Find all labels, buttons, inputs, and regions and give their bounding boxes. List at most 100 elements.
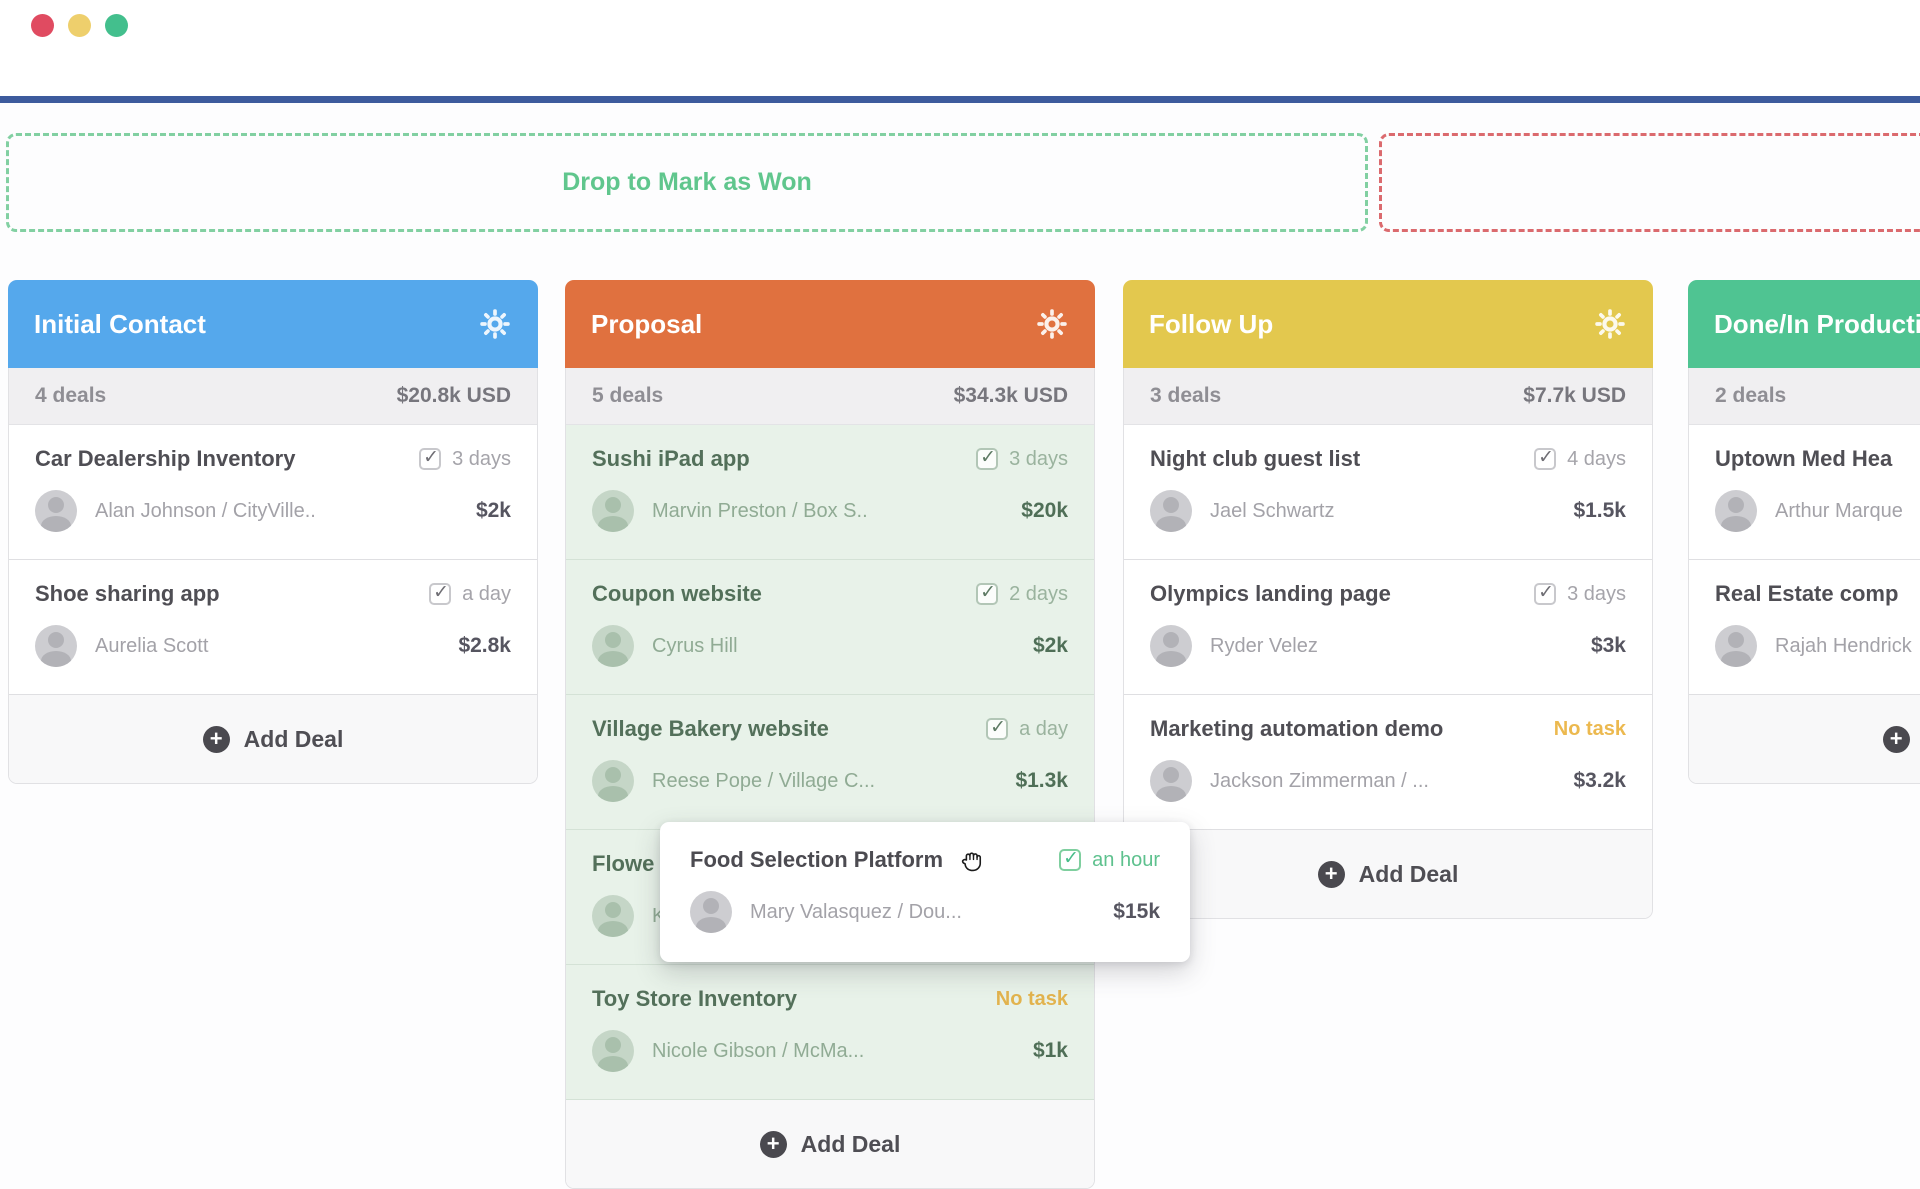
task-checkbox-icon[interactable] bbox=[976, 581, 999, 605]
pipeline-column-proposal: Proposal 5 deals $34.3k USD Sushi iPad a… bbox=[565, 280, 1095, 1189]
deal-title: Olympics landing page bbox=[1150, 581, 1391, 606]
deal-value: $1.5k bbox=[1573, 499, 1626, 522]
deal-card[interactable]: Olympics landing page 3 days Ryder Velez… bbox=[1124, 560, 1652, 695]
zoom-window-button[interactable] bbox=[105, 14, 128, 37]
avatar bbox=[1715, 490, 1757, 532]
avatar bbox=[35, 490, 77, 532]
add-deal-button[interactable]: + Add Deal bbox=[9, 695, 537, 783]
deal-title: Night club guest list bbox=[1150, 446, 1361, 471]
deal-card[interactable]: Village Bakery website a day Reese Pope … bbox=[566, 695, 1094, 830]
deal-person: Ryder Velez bbox=[1210, 634, 1318, 657]
deal-value: $15k bbox=[1113, 900, 1160, 923]
deal-value: $3k bbox=[1590, 634, 1626, 657]
add-deal-label: Add Deal bbox=[1358, 860, 1459, 887]
deal-card[interactable]: Sushi iPad app 3 days Marvin Preston / B… bbox=[566, 425, 1094, 560]
plus-icon: + bbox=[202, 725, 230, 753]
avatar bbox=[1150, 760, 1192, 802]
column-summary: 5 deals $34.3k USD bbox=[566, 368, 1094, 425]
deals-count: 2 deals bbox=[1715, 384, 1787, 407]
pipeline-column-done-in-production: Done/In Producti 2 deals Uptown Med Hea … bbox=[1688, 280, 1920, 784]
add-deal-button[interactable]: + Add Deal bbox=[566, 1100, 1094, 1188]
avatar bbox=[1150, 490, 1192, 532]
deal-value: $1k bbox=[1032, 1039, 1068, 1062]
task-label: 4 days bbox=[1567, 447, 1626, 470]
deal-person: Nicole Gibson / McMa... bbox=[652, 1039, 865, 1062]
deal-task: 3 days bbox=[976, 446, 1068, 471]
task-checkbox-icon[interactable] bbox=[1534, 581, 1557, 605]
deal-card[interactable]: Toy Store Inventory No task Nicole Gibso… bbox=[566, 965, 1094, 1100]
deals-count: 5 deals bbox=[592, 384, 664, 407]
deal-person: Jackson Zimmerman / ... bbox=[1210, 769, 1429, 792]
deals-value: $20.8k USD bbox=[396, 384, 511, 407]
deal-title: Flowe bbox=[592, 851, 655, 876]
deal-value: $1.3k bbox=[1015, 769, 1068, 792]
deals-value: $7.7k USD bbox=[1523, 384, 1626, 407]
deal-value: $2.8k bbox=[458, 634, 511, 657]
task-checkbox-icon[interactable] bbox=[986, 716, 1009, 740]
minimize-window-button[interactable] bbox=[68, 14, 91, 37]
column-body: 2 deals Uptown Med Hea Arthur Marque Rea… bbox=[1688, 368, 1920, 784]
avatar bbox=[592, 1030, 634, 1072]
deal-title: Coupon website bbox=[592, 581, 762, 606]
avatar bbox=[1715, 625, 1757, 667]
avatar bbox=[592, 760, 634, 802]
task-checkbox-icon[interactable] bbox=[429, 581, 452, 605]
deal-person: Mary Valasquez / Dou... bbox=[750, 900, 962, 923]
gear-icon[interactable] bbox=[1035, 307, 1069, 341]
deal-task: 3 days bbox=[1534, 581, 1626, 606]
deal-card[interactable]: Car Dealership Inventory 3 days Alan Joh… bbox=[9, 425, 537, 560]
column-title: Initial Contact bbox=[34, 308, 206, 339]
add-deal-button[interactable]: + Add Deal bbox=[1124, 830, 1652, 918]
deal-value: $2k bbox=[475, 499, 511, 522]
deal-title: Real Estate comp bbox=[1715, 581, 1899, 606]
column-header: Follow Up bbox=[1123, 280, 1653, 368]
avatar bbox=[1150, 625, 1192, 667]
deal-person: Marvin Preston / Box S.. bbox=[652, 499, 868, 522]
deal-card[interactable]: Real Estate comp Rajah Hendrick bbox=[1689, 560, 1920, 695]
plus-icon: + bbox=[759, 1130, 787, 1158]
no-task-label: No task bbox=[1553, 717, 1626, 740]
column-body: 5 deals $34.3k USD Sushi iPad app 3 days… bbox=[565, 368, 1095, 1189]
column-header: Proposal bbox=[565, 280, 1095, 368]
deal-value: $20k bbox=[1021, 499, 1068, 522]
drop-zone-won[interactable]: Drop to Mark as Won bbox=[6, 133, 1368, 232]
app-accent-bar bbox=[0, 96, 1920, 103]
drop-zone-lost[interactable] bbox=[1379, 133, 1920, 232]
avatar bbox=[35, 625, 77, 667]
deal-title: Marketing automation demo bbox=[1150, 716, 1444, 741]
deal-person: Alan Johnson / CityVille.. bbox=[95, 499, 316, 522]
deal-person: Aurelia Scott bbox=[95, 634, 209, 657]
deal-card[interactable]: Uptown Med Hea Arthur Marque bbox=[1689, 425, 1920, 560]
deal-task: 2 days bbox=[976, 581, 1068, 606]
deal-task: a day bbox=[429, 581, 511, 606]
deal-person: Reese Pope / Village C... bbox=[652, 769, 876, 792]
avatar bbox=[592, 895, 634, 937]
grab-hand-cursor-icon bbox=[957, 845, 987, 875]
gear-icon[interactable] bbox=[478, 307, 512, 341]
task-checkbox-icon[interactable] bbox=[976, 446, 999, 470]
deal-card[interactable]: Coupon website 2 days Cyrus Hill $2k bbox=[566, 560, 1094, 695]
task-checkbox-icon[interactable] bbox=[1059, 847, 1082, 871]
deal-title: Shoe sharing app bbox=[35, 581, 220, 606]
deals-value: $34.3k USD bbox=[953, 384, 1068, 407]
close-window-button[interactable] bbox=[31, 14, 54, 37]
task-checkbox-icon[interactable] bbox=[419, 446, 442, 470]
column-title: Follow Up bbox=[1149, 308, 1274, 339]
drop-zone-won-label: Drop to Mark as Won bbox=[562, 168, 812, 196]
deal-person: Jael Schwartz bbox=[1210, 499, 1335, 522]
task-label: a day bbox=[462, 582, 511, 605]
dragged-deal-card[interactable]: Food Selection Platform an hour Mary Val… bbox=[660, 822, 1190, 962]
column-body: 3 deals $7.7k USD Night club guest list … bbox=[1123, 368, 1653, 919]
gear-icon[interactable] bbox=[1593, 307, 1627, 341]
deal-title: Village Bakery website bbox=[592, 716, 829, 741]
task-checkbox-icon[interactable] bbox=[1534, 446, 1557, 470]
task-label: an hour bbox=[1092, 848, 1160, 871]
plus-icon: + bbox=[1317, 860, 1345, 888]
deal-card[interactable]: Marketing automation demo No task Jackso… bbox=[1124, 695, 1652, 830]
deal-card[interactable]: Night club guest list 4 days Jael Schwar… bbox=[1124, 425, 1652, 560]
deal-card[interactable]: Shoe sharing app a day Aurelia Scott $2.… bbox=[9, 560, 537, 695]
add-deal-button[interactable]: + Add Deal bbox=[1689, 695, 1920, 783]
plus-icon: + bbox=[1882, 725, 1910, 753]
deal-title: Uptown Med Hea bbox=[1715, 446, 1893, 471]
deals-count: 3 deals bbox=[1150, 384, 1222, 407]
